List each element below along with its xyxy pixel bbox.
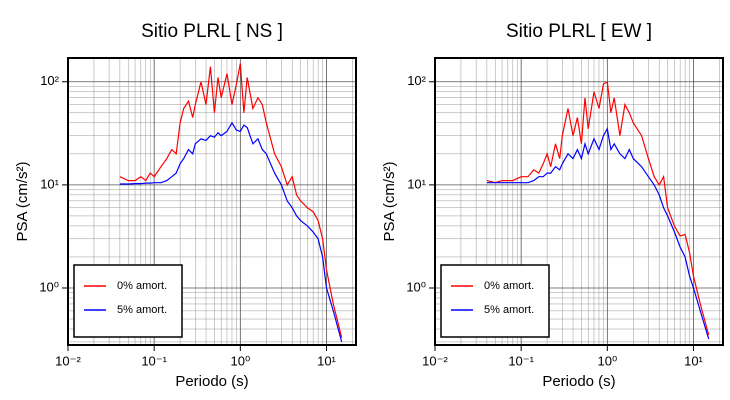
x-axis-label: Periodo (s) [542, 373, 615, 390]
series-line [486, 127, 710, 340]
x-tick-label: 10⁻¹ [141, 353, 167, 368]
y-tick-label: 10¹ [407, 176, 426, 191]
y-axis-label: PSA (cm/s²) [14, 161, 31, 241]
legend-label: 0% amort. [117, 280, 167, 292]
y-axis-label: PSA (cm/s²) [381, 161, 398, 241]
series-line [119, 121, 343, 343]
legend-label: 5% amort. [484, 304, 534, 316]
chart-title: Sitio PLRL [ NS ] [141, 21, 283, 42]
x-tick-label: 10¹ [317, 353, 336, 368]
y-tick-label: 10⁰ [406, 279, 426, 294]
x-axis-label: Periodo (s) [175, 373, 248, 390]
legend-label: 5% amort. [117, 304, 167, 316]
series-line [119, 63, 343, 338]
legend-box [440, 264, 550, 338]
x-tick-label: 10⁻² [55, 353, 81, 368]
x-tick-label: 10¹ [684, 353, 703, 368]
plot-frame [67, 57, 357, 346]
y-tick-label: 10² [407, 73, 426, 88]
x-tick-label: 10⁰ [230, 353, 250, 368]
y-tick-label: 10¹ [40, 176, 59, 191]
legend-box [73, 264, 183, 338]
chart-title: Sitio PLRL [ EW ] [506, 21, 652, 42]
y-tick-label: 10² [40, 73, 59, 88]
x-tick-label: 10⁻¹ [508, 353, 534, 368]
x-tick-label: 10⁻² [422, 353, 448, 368]
series-line [486, 80, 710, 336]
x-tick-label: 10⁰ [597, 353, 617, 368]
legend-label: 0% amort. [484, 280, 534, 292]
y-tick-label: 10⁰ [39, 279, 59, 294]
plot-frame [434, 57, 724, 346]
